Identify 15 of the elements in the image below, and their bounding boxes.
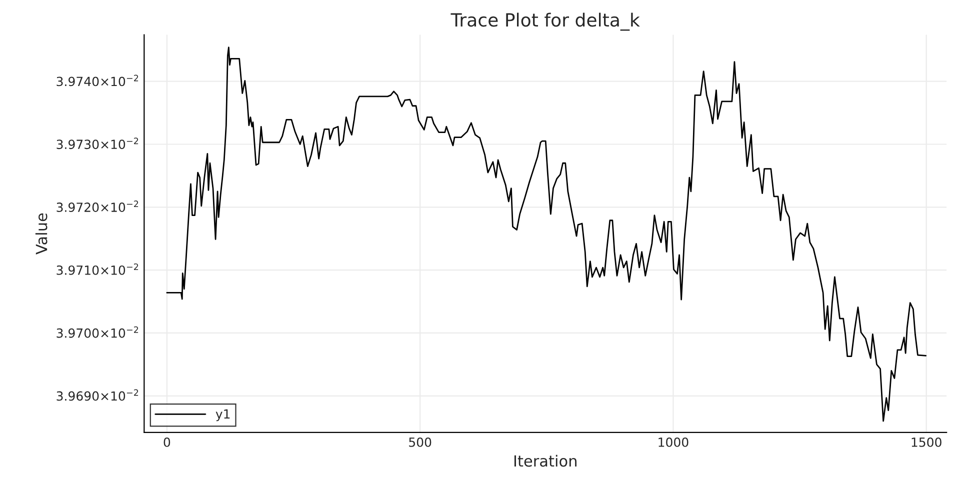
y-axis-title: Value: [35, 213, 48, 254]
chart-title: Trace Plot for delta_k: [450, 12, 640, 31]
y-tick-label: 3.9720×10$^{−2}$: [56, 200, 138, 212]
y-tick-label: 3.9710×10$^{−2}$: [56, 263, 138, 275]
legend-label: y1: [216, 409, 230, 422]
x-axis-title: Iteration: [514, 454, 576, 467]
y-tick-label: 3.9700×10$^{−2}$: [56, 326, 138, 338]
y-tick-label: 3.9690×10$^{−2}$: [56, 389, 138, 401]
line-series: [166, 46, 927, 422]
y-tick-label: 3.9730×10$^{−2}$: [56, 138, 138, 150]
x-tick-label: 0: [164, 437, 170, 447]
y-tick-label: 3.9740×10$^{−2}$: [56, 74, 138, 86]
x-tick-label: 500: [409, 437, 432, 447]
x-tick-label: 1500: [912, 437, 942, 447]
x-tick-label: 1000: [658, 437, 688, 447]
